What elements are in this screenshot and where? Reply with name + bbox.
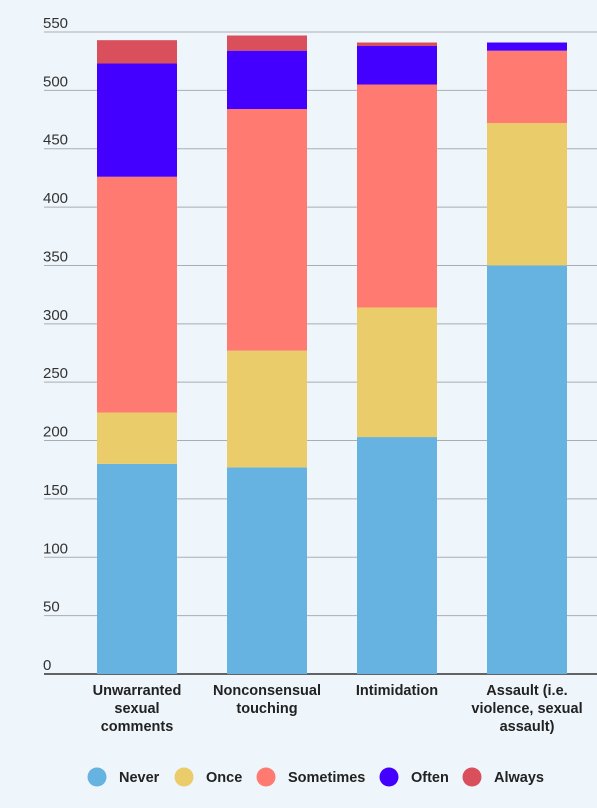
bar-segment-sometimes: [487, 50, 567, 124]
bar-segment-sometimes: [97, 176, 177, 413]
legend-label: Sometimes: [288, 770, 365, 786]
bar-segment-often: [487, 42, 567, 51]
legend-label: Often: [411, 770, 449, 786]
bar-segment-often: [357, 46, 437, 85]
bar-segment-sometimes: [357, 84, 437, 308]
y-tick-label: 200: [43, 424, 68, 441]
legend-item-sometimes: Sometimes: [256, 767, 365, 787]
bar-segment-sometimes: [227, 109, 307, 351]
legend-swatch: [174, 767, 194, 787]
bar-segment-once: [487, 123, 567, 266]
y-tick-label: 300: [43, 307, 68, 324]
bar-segment-once: [227, 350, 307, 468]
y-tick-label: 400: [43, 190, 68, 207]
legend-item-always: Always: [462, 767, 544, 787]
bar-segment-often: [227, 50, 307, 110]
bar-stack: [487, 42, 567, 674]
x-tick-label: sexual: [114, 701, 159, 717]
y-tick-label: 450: [43, 132, 68, 149]
legend-swatch: [379, 767, 399, 787]
legend: Never Once Sometimes Often Always: [87, 767, 544, 787]
legend-swatch: [87, 767, 107, 787]
x-tick-label: Nonconsensual: [213, 683, 321, 699]
x-tick-label: Intimidation: [356, 683, 438, 699]
y-tick-label: 150: [43, 482, 68, 499]
bar-segment-once: [357, 307, 437, 438]
y-tick-label: 50: [43, 599, 60, 616]
legend-item-once: Once: [174, 767, 242, 787]
x-axis-ticks: Unwarranted sexual comments Nonconsensual to…: [93, 683, 583, 735]
x-tick-label: comments: [101, 719, 174, 735]
bar-segment-always: [357, 42, 437, 47]
y-tick-label: 250: [43, 365, 68, 382]
bar-stack: [97, 40, 177, 674]
x-tick-label: Assault (i.e.: [486, 683, 567, 699]
bar-segment-always: [227, 35, 307, 51]
legend-swatch: [462, 767, 482, 787]
y-tick-label: 500: [43, 73, 68, 90]
legend-item-often: Often: [379, 767, 449, 787]
legend-label: Never: [119, 770, 160, 786]
bar-segment-never: [487, 265, 567, 674]
y-axis-ticks: 0 50 100 150 200 250 300 350 400 450 500 550: [43, 15, 68, 674]
bar-stack: [357, 42, 437, 674]
bar-segment-always: [97, 40, 177, 64]
bar-segment-never: [227, 467, 307, 674]
x-tick-label: assault): [500, 719, 555, 735]
x-tick-label: touching: [236, 701, 297, 717]
bar-segment-once: [97, 412, 177, 464]
legend-label: Once: [206, 770, 242, 786]
bar-segment-never: [357, 437, 437, 674]
y-tick-label: 0: [43, 657, 51, 674]
y-tick-label: 550: [43, 15, 68, 32]
y-tick-label: 350: [43, 248, 68, 265]
legend-item-never: Never: [87, 767, 160, 787]
bar-segment-often: [97, 63, 177, 177]
bar-stack: [227, 35, 307, 674]
bar-layer: [97, 35, 567, 674]
bar-segment-never: [97, 463, 177, 674]
x-tick-label: Unwarranted: [93, 683, 182, 699]
legend-swatch: [256, 767, 276, 787]
x-tick-label: violence, sexual: [471, 701, 582, 717]
legend-label: Always: [494, 770, 544, 786]
y-tick-label: 100: [43, 540, 68, 557]
